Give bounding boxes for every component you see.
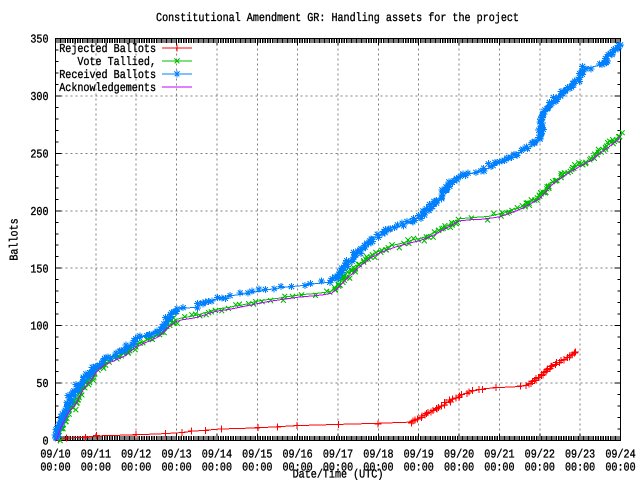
svg-text:Constitutional Amendment GR: H: Constitutional Amendment GR: Handling as…: [156, 11, 519, 25]
svg-text:09/22: 09/22: [525, 448, 555, 462]
svg-text:Received Ballots: Received Ballots: [59, 68, 156, 82]
svg-text:00:00: 00:00: [242, 461, 272, 475]
svg-text:09/20: 09/20: [444, 448, 474, 462]
svg-text:00:00: 00:00: [363, 461, 393, 475]
svg-text:00:00: 00:00: [202, 461, 232, 475]
svg-text:09/11: 09/11: [81, 448, 111, 462]
svg-text:200: 200: [30, 205, 48, 219]
svg-text:50: 50: [36, 377, 48, 391]
svg-text:09/21: 09/21: [484, 448, 514, 462]
svg-text:100: 100: [30, 320, 48, 334]
svg-text:00:00: 00:00: [605, 461, 635, 475]
svg-text:Vote Tallied,: Vote Tallied,: [77, 55, 156, 69]
svg-text:00:00: 00:00: [40, 461, 70, 475]
svg-text:09/19: 09/19: [404, 448, 434, 462]
svg-text:09/10: 09/10: [40, 448, 70, 462]
svg-text:00:00: 00:00: [484, 461, 514, 475]
svg-text:250: 250: [30, 148, 48, 162]
svg-text:09/17: 09/17: [323, 448, 353, 462]
svg-text:09/14: 09/14: [202, 448, 232, 462]
svg-text:00:00: 00:00: [161, 461, 191, 475]
svg-text:Date/Time (UTC): Date/Time (UTC): [293, 467, 384, 480]
svg-text:09/24: 09/24: [605, 448, 635, 462]
svg-text:350: 350: [30, 33, 48, 47]
svg-text:00:00: 00:00: [282, 461, 312, 475]
svg-text:09/23: 09/23: [565, 448, 595, 462]
svg-text:150: 150: [30, 262, 48, 276]
svg-text:00:00: 00:00: [81, 461, 111, 475]
svg-text:Acknowledgements: Acknowledgements: [59, 81, 156, 95]
svg-text:0: 0: [42, 435, 48, 449]
svg-text:00:00: 00:00: [525, 461, 555, 475]
svg-text:300: 300: [30, 90, 48, 104]
svg-text:Ballots: Ballots: [8, 218, 22, 260]
svg-text:09/16: 09/16: [282, 448, 312, 462]
svg-text:09/13: 09/13: [161, 448, 191, 462]
svg-text:00:00: 00:00: [323, 461, 353, 475]
svg-text:Rejected Ballots: Rejected Ballots: [59, 42, 156, 56]
svg-text:00:00: 00:00: [121, 461, 151, 475]
svg-text:09/12: 09/12: [121, 448, 151, 462]
svg-text:09/18: 09/18: [363, 448, 393, 462]
svg-text:00:00: 00:00: [404, 461, 434, 475]
svg-text:00:00: 00:00: [444, 461, 474, 475]
svg-text:09/15: 09/15: [242, 448, 272, 462]
svg-text:00:00: 00:00: [565, 461, 595, 475]
